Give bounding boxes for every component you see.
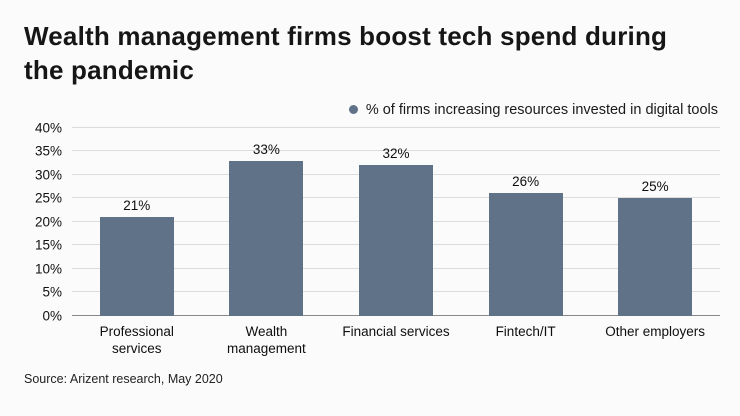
y-tick-label: 25% (34, 190, 62, 206)
gridline (72, 150, 720, 152)
legend-dot-icon (348, 105, 358, 115)
x-axis-label-financial-services: Financial services (342, 323, 450, 339)
y-tick-label: 10% (34, 261, 62, 277)
y-tick-label: 30% (34, 167, 62, 183)
y-axis: 0% 5% 10% 15% 20% 25% 30% 35% 40% (24, 120, 72, 323)
legend-label: % of firms increasing resources invested… (365, 101, 718, 118)
bars: 21% 33% 32% 26% 25% (72, 128, 720, 316)
y-tick-label: 5% (42, 284, 62, 300)
bar-slot: 26% (461, 128, 591, 316)
bar-value-label: 25% (641, 179, 669, 195)
y-tick-label: 15% (34, 237, 62, 253)
bar-professional-services (99, 216, 174, 316)
x-labels: Professional services Wealth management Fi… (72, 323, 720, 358)
legend: % of firms increasing resources invested… (24, 102, 718, 118)
plot-area: 21% 33% 32% 26% 25% (72, 126, 720, 316)
y-tick-label: 0% (42, 308, 62, 324)
x-axis-label-fintech-it: Fintech/IT (495, 323, 556, 339)
bar-wealth-management (229, 160, 304, 316)
page-title: Wealth management firms boost tech spend… (24, 21, 668, 85)
bar-value-label: 33% (252, 141, 280, 157)
bar-value-label: 26% (512, 174, 540, 190)
bar-other-employers (618, 198, 693, 316)
y-tick-label: 40% (34, 120, 62, 136)
y-tick-label: 35% (34, 143, 62, 159)
source-text: Source: Arizent research, May 2020 (24, 371, 223, 386)
bar-value-label: 32% (382, 146, 410, 162)
bar-slot: 32% (331, 128, 461, 316)
bar-value-label: 21% (123, 197, 151, 213)
y-tick-label: 20% (34, 214, 62, 230)
x-axis-label-other-employers: Other employers (605, 323, 706, 339)
bar-fintech-it (488, 193, 563, 316)
bar-financial-services (359, 165, 433, 316)
bar-slot: 25% (590, 128, 720, 316)
x-axis-label-wealth-management: Wealth management (226, 323, 306, 357)
gridline (72, 126, 720, 128)
bar-chart: 0% 5% 10% 15% 20% 25% 30% 35% 40% 21% 33% 32% 26% 25… (24, 120, 720, 323)
x-axis-label-professional-services: Professional services (99, 323, 174, 357)
bar-slot: 33% (202, 128, 332, 316)
bar-slot: 21% (72, 128, 202, 316)
